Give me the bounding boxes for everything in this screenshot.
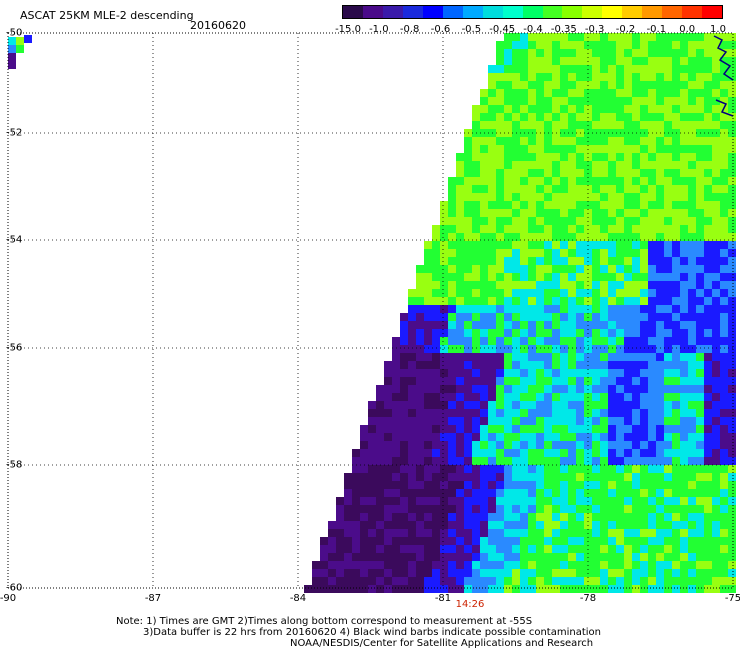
- colorbar-swatch: [502, 6, 523, 18]
- colorbar-tick-label: -0.45: [489, 24, 516, 35]
- colorbar-tick-label: -0.5: [461, 24, 482, 35]
- colorbar-swatch: [382, 6, 403, 18]
- colorbar-tick-label: -0.35: [550, 24, 577, 35]
- longitude-label: -81: [434, 593, 452, 604]
- data-patch: [24, 35, 32, 43]
- colorbar-swatch: [442, 6, 463, 18]
- colorbar-swatch: [343, 6, 363, 18]
- colorbar-swatch: [622, 6, 643, 18]
- data-patch: [16, 45, 24, 53]
- colorbar-swatch: [642, 6, 663, 18]
- colorbar-tick-label: -0.3: [584, 24, 605, 35]
- swath-data: [304, 33, 736, 593]
- map-frame: [7, 32, 734, 589]
- colorbar-tick-label: 0.0: [679, 24, 696, 35]
- colorbar-swatch: [362, 6, 383, 18]
- colorbar-swatch: [482, 6, 503, 18]
- colorbar-swatch: [602, 6, 623, 18]
- colorbar-tick-label: 1.0: [710, 24, 726, 35]
- latitude-label: -58: [6, 459, 23, 471]
- colorbar-swatch: [462, 6, 483, 18]
- colorbar-tick-label: -0.4: [523, 24, 543, 35]
- latitude-label: -50: [6, 27, 23, 39]
- colorbar-swatch: [522, 6, 543, 18]
- longitude-label: -78: [579, 593, 597, 604]
- colorbar-tick-label: -0.8: [399, 24, 420, 35]
- note-line-1: Note: 1) Times are GMT 2)Times along bot…: [116, 616, 533, 627]
- data-patch: [8, 53, 16, 61]
- colorbar-tick-label: -1.0: [369, 24, 389, 35]
- latitude-label: -60: [6, 582, 23, 594]
- latitude-label: -54: [6, 234, 23, 246]
- longitude-label: -75: [724, 593, 740, 604]
- colorbar-swatch: [402, 6, 423, 18]
- latitude-label: -56: [6, 342, 23, 354]
- longitude-label: -84: [289, 593, 307, 604]
- latitude-label: -52: [6, 127, 23, 139]
- colorbar-tick-label: -0.6: [430, 24, 451, 35]
- coastline: [713, 35, 734, 117]
- colorbar-swatch: [542, 6, 563, 18]
- longitude-label: -90: [0, 593, 17, 604]
- note-line-2: 3)Data buffer is 22 hrs from 20160620 4)…: [143, 627, 601, 638]
- product-date: 20160620: [190, 19, 246, 32]
- colorbar-tick-label: -15.0: [335, 24, 361, 35]
- colorbar-swatch: [562, 6, 583, 18]
- colorbar: [342, 5, 723, 19]
- graticule: [8, 33, 733, 588]
- colorbar-swatch: [662, 6, 683, 18]
- data-patch: [8, 45, 16, 53]
- colorbar-tick-label: -0.2: [615, 24, 636, 35]
- swath-time-label: 14:26: [455, 599, 485, 610]
- colorbar-swatch: [702, 6, 723, 18]
- data-patch: [8, 37, 16, 45]
- data-patch: [8, 61, 16, 69]
- colorbar-swatch: [422, 6, 443, 18]
- colorbar-tick-label: -0.1: [646, 24, 667, 35]
- colorbar-swatch: [582, 6, 603, 18]
- note-line-3: NOAA/NESDIS/Center for Satellite Applica…: [290, 638, 594, 649]
- data-patch: [16, 37, 24, 45]
- colorbar-swatch: [682, 6, 703, 18]
- longitude-label: -87: [144, 593, 162, 604]
- product-title: ASCAT 25KM MLE-2 descending: [20, 9, 194, 22]
